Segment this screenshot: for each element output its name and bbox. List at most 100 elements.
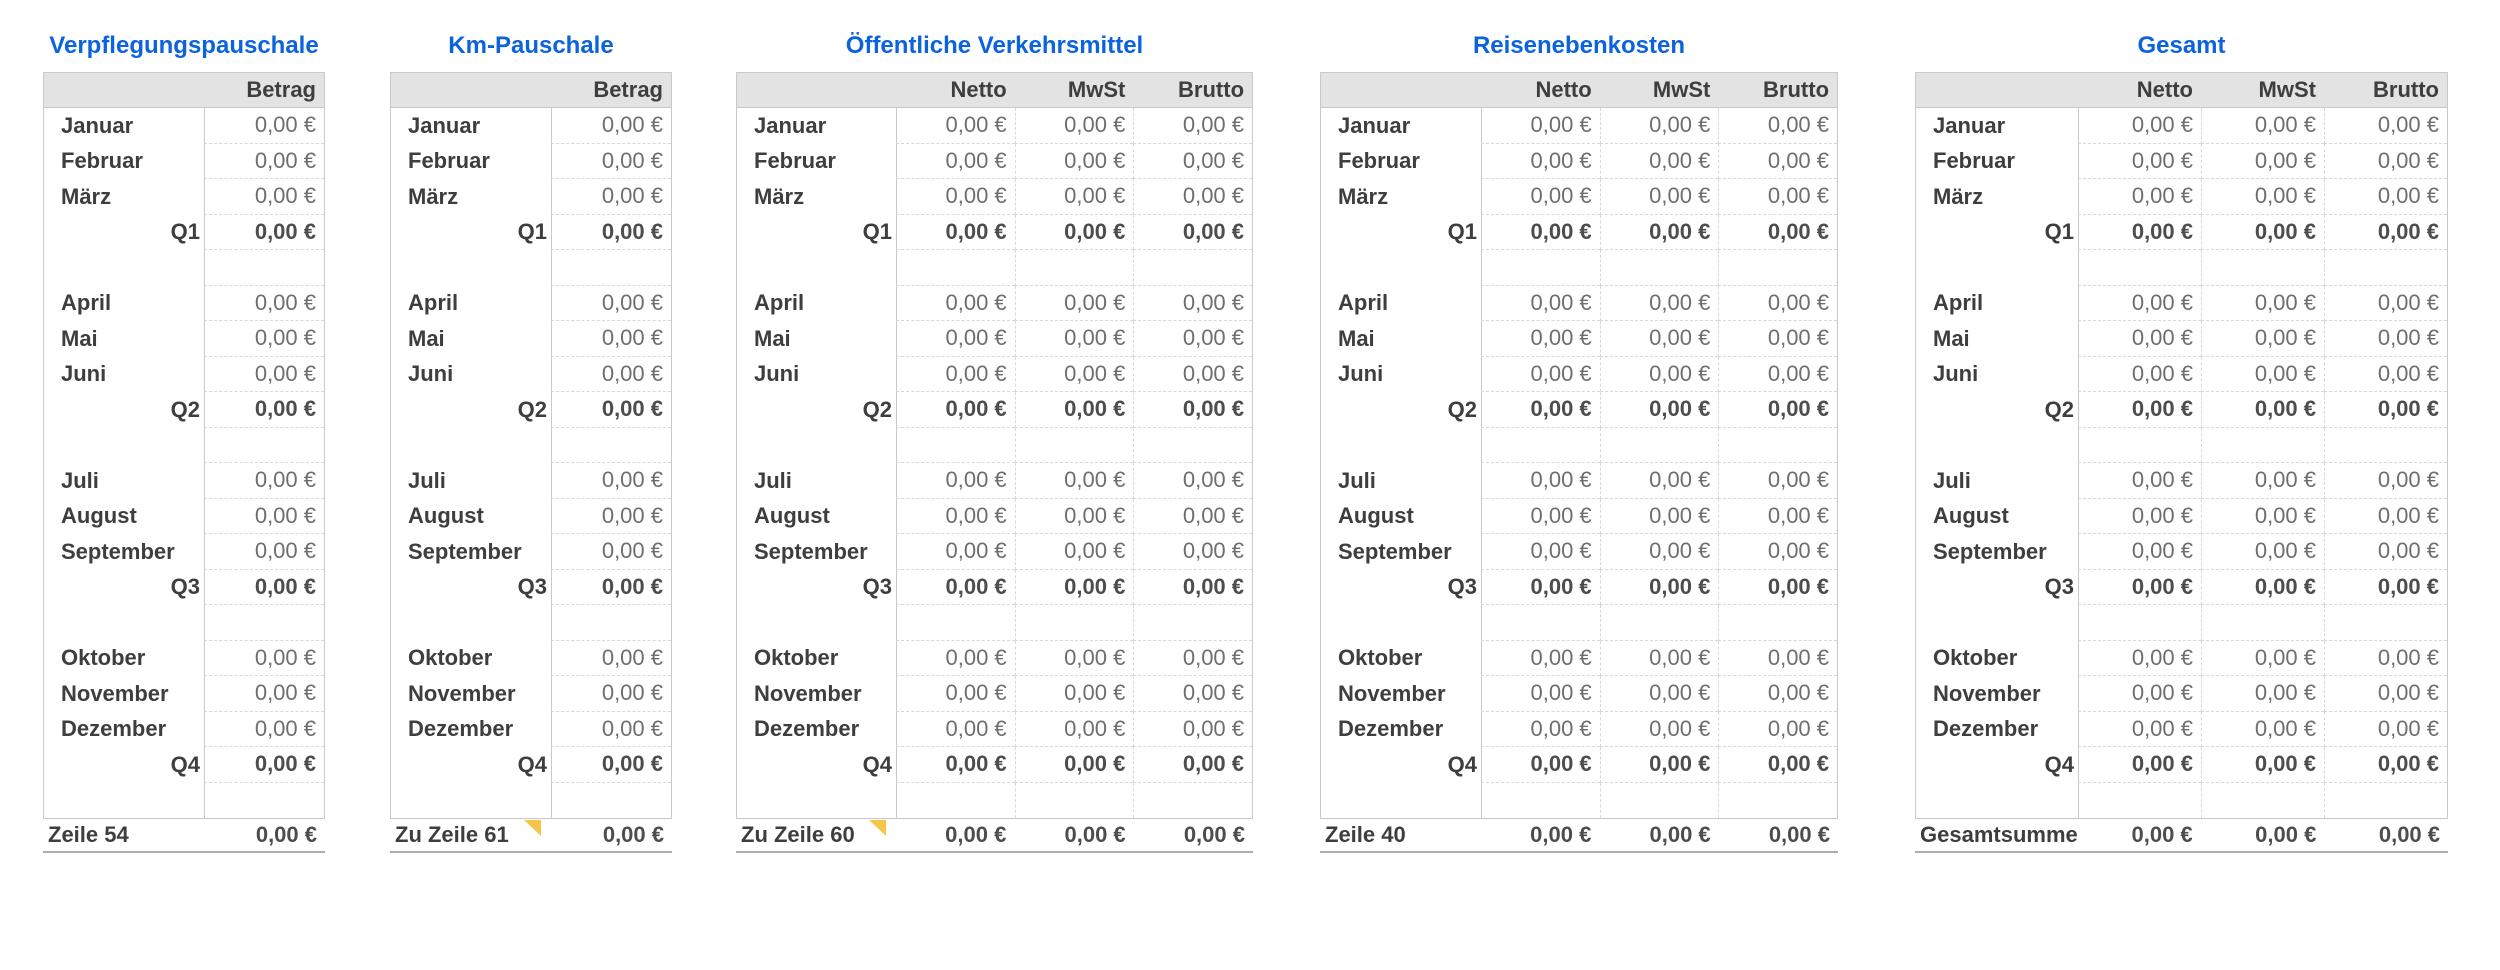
value-cell[interactable]: 0,00 € [1133,356,1253,392]
value-cell[interactable]: 0,00 € [551,676,671,712]
value-cell[interactable]: 0,00 € [1014,463,1134,499]
row-label-cell[interactable]: September [754,538,868,564]
footer-label-cell[interactable]: Zu Zeile 61 [390,819,550,851]
quarter-value-cell[interactable]: 0,00 € [1133,214,1253,250]
value-cell[interactable]: 0,00 € [2078,321,2201,357]
quarter-value-cell[interactable]: 0,00 € [896,214,1015,250]
value-cell[interactable]: 0,00 € [551,108,671,144]
value-cell[interactable]: 0,00 € [1481,676,1600,712]
quarter-value-cell[interactable]: 0,00 € [1481,214,1600,250]
row-label-cell[interactable]: Oktober [61,645,146,671]
header-corner-cell[interactable] [1321,73,1481,107]
row-label-cell[interactable]: November [754,680,862,706]
quarter-label-cell[interactable]: Q4 [862,751,892,777]
footer-label-cell[interactable]: Gesamtsumme [1915,819,2077,851]
row-label-cell[interactable]: September [61,538,175,564]
row-label-spacer[interactable] [44,605,204,641]
value-cell[interactable]: 0,00 € [204,711,324,747]
value-cell[interactable]: 0,00 € [1599,676,1719,712]
row-label-cell[interactable]: März [408,183,459,209]
row-label-cell[interactable]: Januar [61,112,134,138]
footer-value-cell[interactable]: 0,00 € [1064,822,1126,847]
value-cell[interactable]: 0,00 € [2201,108,2324,144]
row-label-cell[interactable]: November [1933,680,2041,706]
row-label-spacer[interactable] [737,783,896,819]
value-cell[interactable]: 0,00 € [551,498,671,534]
quarter-label-cell[interactable]: Q3 [517,574,547,600]
value-cell[interactable]: 0,00 € [204,463,324,499]
empty-cell[interactable] [1718,250,1838,286]
row-label-spacer[interactable] [1916,605,2078,641]
value-cell[interactable]: 0,00 € [1133,534,1253,570]
value-cell[interactable]: 0,00 € [2201,676,2324,712]
value-cell[interactable]: 0,00 € [896,463,1015,499]
row-label-spacer[interactable] [44,250,204,286]
footer-value-cell[interactable]: 0,00 € [255,822,317,847]
row-label-spacer[interactable] [1916,250,2078,286]
footer-value-cell[interactable]: 0,00 € [602,822,664,847]
column-header-brutto[interactable]: Brutto [2373,77,2439,102]
quarter-value-cell[interactable]: 0,00 € [2201,392,2324,428]
quarter-value-cell[interactable]: 0,00 € [1481,747,1600,783]
value-cell[interactable]: 0,00 € [204,534,324,570]
value-cell[interactable]: 0,00 € [204,498,324,534]
empty-cell[interactable] [2078,782,2201,818]
quarter-value-cell[interactable]: 0,00 € [1599,392,1719,428]
value-cell[interactable]: 0,00 € [204,108,324,144]
empty-cell[interactable] [2324,427,2447,463]
table-title[interactable]: Öffentliche Verkehrsmittel [845,32,1144,59]
quarter-value-cell[interactable]: 0,00 € [551,214,671,250]
value-cell[interactable]: 0,00 € [1718,143,1838,179]
empty-cell[interactable] [896,782,1015,818]
value-cell[interactable]: 0,00 € [2324,711,2447,747]
value-cell[interactable]: 0,00 € [1133,108,1253,144]
footer-value-cell[interactable]: 0,00 € [1183,822,1245,847]
row-label-spacer[interactable] [391,428,551,464]
footer-value-cell[interactable]: 0,00 € [1768,822,1830,847]
value-cell[interactable]: 0,00 € [2324,498,2447,534]
value-cell[interactable]: 0,00 € [1481,108,1600,144]
row-label-cell[interactable]: Juni [1338,361,1384,387]
quarter-value-cell[interactable]: 0,00 € [1599,214,1719,250]
empty-cell[interactable] [1014,250,1134,286]
empty-cell[interactable] [551,427,671,463]
value-cell[interactable]: 0,00 € [896,285,1015,321]
value-cell[interactable]: 0,00 € [2324,640,2447,676]
empty-cell[interactable] [2201,782,2324,818]
empty-cell[interactable] [1599,605,1719,641]
value-cell[interactable]: 0,00 € [1599,285,1719,321]
quarter-value-cell[interactable]: 0,00 € [1133,569,1253,605]
value-cell[interactable]: 0,00 € [2078,640,2201,676]
value-cell[interactable]: 0,00 € [2201,711,2324,747]
value-cell[interactable]: 0,00 € [1599,108,1719,144]
value-cell[interactable]: 0,00 € [551,179,671,215]
value-cell[interactable]: 0,00 € [2078,711,2201,747]
empty-cell[interactable] [1014,782,1134,818]
value-cell[interactable]: 0,00 € [1133,143,1253,179]
value-cell[interactable]: 0,00 € [1014,356,1134,392]
quarter-value-cell[interactable]: 0,00 € [551,747,671,783]
quarter-label-cell[interactable]: Q2 [862,396,892,422]
row-label-cell[interactable]: Februar [1933,148,2015,174]
quarter-value-cell[interactable]: 0,00 € [2078,569,2201,605]
comment-indicator-icon[interactable] [524,820,541,836]
row-label-spacer[interactable] [737,605,896,641]
value-cell[interactable]: 0,00 € [2324,463,2447,499]
value-cell[interactable]: 0,00 € [1599,640,1719,676]
empty-cell[interactable] [204,605,324,641]
empty-cell[interactable] [551,782,671,818]
row-label-cell[interactable]: September [1933,538,2047,564]
value-cell[interactable]: 0,00 € [2201,534,2324,570]
quarter-label-cell[interactable]: Q2 [1447,396,1477,422]
empty-cell[interactable] [2078,605,2201,641]
value-cell[interactable]: 0,00 € [1599,711,1719,747]
value-cell[interactable]: 0,00 € [1718,285,1838,321]
row-label-cell[interactable]: August [754,503,830,529]
row-label-cell[interactable]: November [1338,680,1446,706]
value-cell[interactable]: 0,00 € [1133,463,1253,499]
quarter-label-cell[interactable]: Q1 [1447,219,1477,245]
row-label-cell[interactable]: Dezember [1338,716,1444,742]
value-cell[interactable]: 0,00 € [1133,321,1253,357]
value-cell[interactable]: 0,00 € [204,321,324,357]
quarter-label-cell[interactable]: Q1 [170,219,200,245]
